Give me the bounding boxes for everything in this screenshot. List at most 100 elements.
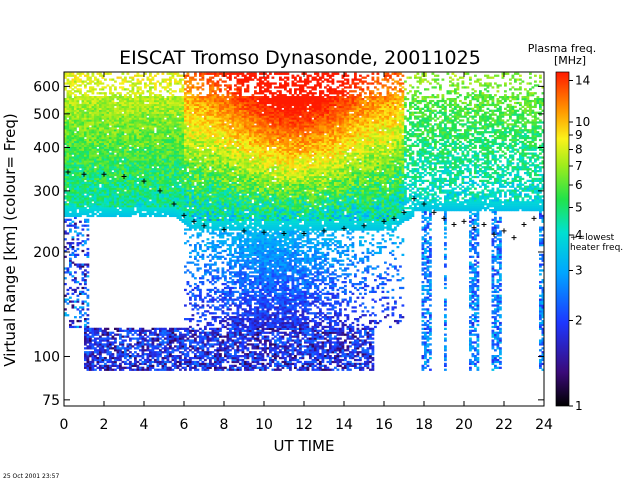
heatmap-cell: [196, 129, 200, 132]
heatmap-cell: [126, 203, 130, 206]
heatmap-cell: [136, 170, 140, 173]
heatmap-cell: [121, 96, 125, 99]
heatmap-cell: [181, 214, 185, 218]
heatmap-cell: [159, 193, 162, 196]
heatmap-cell: [81, 107, 85, 110]
heatmap-cell: [134, 158, 137, 161]
heatmap-cell: [181, 164, 185, 167]
heatmap-cell: [96, 331, 100, 334]
heatmap-cell: [151, 343, 155, 346]
heatmap-cell: [119, 144, 122, 147]
heatmap-cell: [69, 84, 72, 87]
heatmap-cell: [109, 92, 112, 95]
heatmap-cell: [89, 164, 92, 167]
heatmap-cell: [139, 179, 142, 183]
heatmap-cell: [134, 160, 137, 163]
heatmap-cell: [179, 193, 182, 196]
heatmap-cell: [199, 96, 202, 99]
heatmap-cell: [169, 368, 172, 371]
heatmap-cell: [206, 158, 210, 161]
heatmap-cell: [64, 162, 67, 165]
heatmap-cell: [199, 345, 202, 348]
heatmap-cell: [159, 94, 162, 97]
heatmap-cell: [144, 331, 147, 334]
heatmap-cell: [184, 191, 187, 194]
heatmap-cell: [146, 90, 150, 93]
heatmap-cell: [76, 325, 80, 329]
heatmap-cell: [141, 185, 145, 188]
heatmap-cell: [79, 173, 82, 177]
heatmap-cell: [116, 138, 120, 142]
heatmap-cell: [91, 171, 95, 175]
heatmap-cell: [144, 185, 147, 188]
heatmap-cell: [69, 107, 72, 110]
heatmap-cell: [151, 168, 155, 171]
heatmap-cell: [81, 105, 85, 109]
heatmap-cell: [101, 345, 105, 348]
heatmap-cell: [94, 127, 97, 130]
heatmap-cell: [189, 362, 192, 366]
heatmap-cell: [99, 119, 102, 122]
heatmap-cell: [134, 166, 137, 169]
heatmap-cell: [154, 170, 157, 173]
heatmap-cell: [181, 343, 185, 346]
heatmap-cell: [121, 177, 125, 181]
heatmap-cell: [199, 277, 202, 280]
heatmap-cell: [119, 121, 122, 124]
heatmap-cell: [89, 197, 92, 200]
heatmap-cell: [69, 179, 72, 183]
heatmap-cell: [176, 101, 180, 105]
heatmap-cell: [204, 205, 207, 208]
heatmap-cell: [204, 111, 207, 114]
heatmap-cell: [204, 355, 207, 358]
heatmap-cell: [184, 115, 187, 118]
heatmap-cell: [196, 107, 200, 110]
heatmap-cell: [101, 203, 105, 206]
heatmap-cell: [124, 203, 127, 206]
heatmap-cell: [131, 208, 135, 212]
heatmap-cell: [179, 160, 182, 163]
heatmap-cell: [144, 329, 147, 332]
heatmap-cell: [151, 331, 155, 334]
heatmap-cell: [159, 173, 162, 177]
heatmap-cell: [179, 140, 182, 144]
heatmap-cell: [124, 111, 127, 114]
heatmap-cell: [204, 162, 207, 165]
heatmap-cell: [84, 208, 87, 212]
heatmap-cell: [89, 185, 92, 188]
heatmap-cell: [189, 97, 192, 101]
heatmap-cell: [129, 351, 132, 354]
heatmap-cell: [134, 123, 137, 126]
heatmap-cell: [164, 160, 167, 163]
heatmap-cell: [81, 154, 85, 157]
heatmap-cell: [119, 173, 122, 177]
heatmap-cell: [141, 360, 145, 364]
heatmap-cell: [101, 156, 105, 159]
heatmap-cell: [169, 214, 172, 218]
heatmap-cell: [156, 109, 160, 112]
heatmap-cell: [89, 168, 92, 171]
heatmap-cell: [84, 300, 87, 303]
heatmap-cell: [84, 168, 87, 171]
heatmap-cell: [181, 115, 185, 118]
heatmap-cell: [179, 99, 182, 103]
heatmap-cell: [199, 292, 202, 295]
heatmap-cell: [174, 103, 177, 107]
heatmap-cell: [151, 183, 155, 186]
heatmap-cell: [96, 358, 100, 362]
heatmap-cell: [159, 175, 162, 179]
heatmap-cell: [181, 189, 185, 192]
heatmap-cell: [84, 99, 87, 103]
heatmap-cell: [189, 170, 192, 173]
heatmap-cell: [86, 199, 90, 202]
heatmap-cell: [104, 86, 107, 89]
heatmap-cell: [76, 107, 80, 110]
heatmap-cell: [89, 364, 92, 367]
heatmap-cell: [101, 181, 105, 184]
heatmap-cell: [79, 170, 82, 173]
heatmap-cell: [206, 210, 210, 214]
heatmap-cell: [156, 360, 160, 364]
heatmap-cell: [144, 152, 147, 155]
heatmap-cell: [146, 162, 150, 165]
heatmap-cell: [124, 164, 127, 167]
